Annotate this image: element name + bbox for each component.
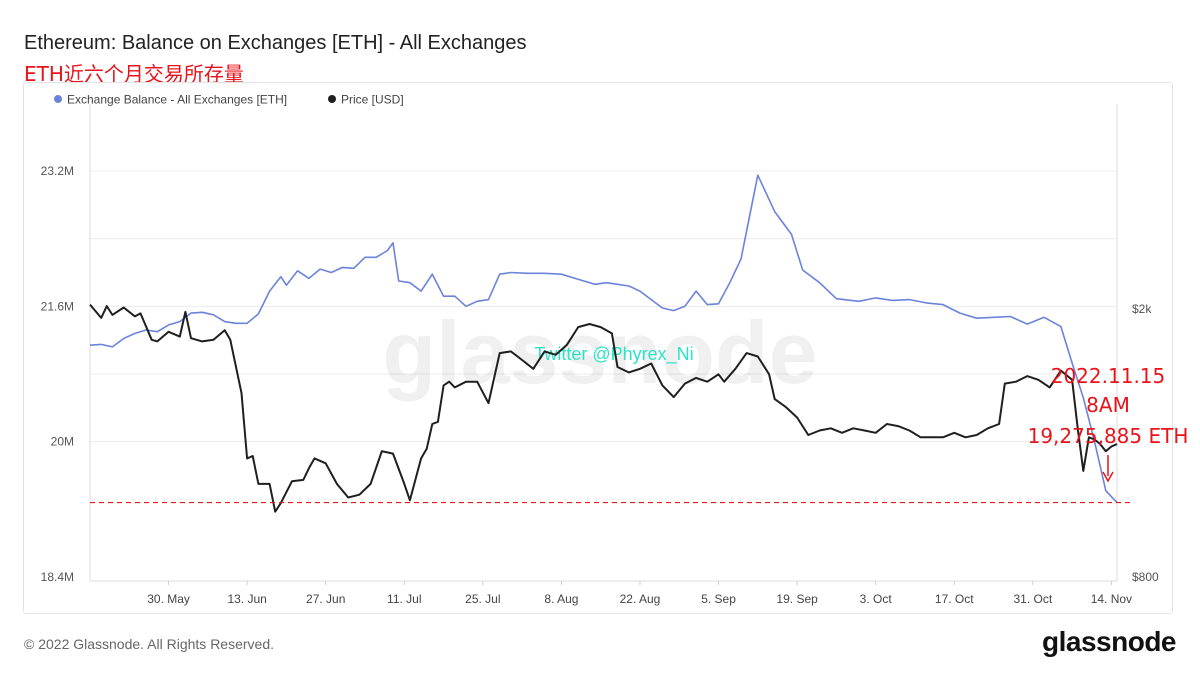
chart-title: Ethereum: Balance on Exchanges [ETH] - A… xyxy=(24,32,527,54)
x-tick-label: 3. Oct xyxy=(860,592,893,606)
series-line-price[interactable] xyxy=(89,303,1118,513)
x-tick-label: 8. Aug xyxy=(544,592,578,606)
twitter-watermark: Twitter @Phyrex_Ni xyxy=(534,344,693,365)
x-tick-label: 30. May xyxy=(147,592,190,606)
legend: Exchange Balance - All Exchanges [ETH] P… xyxy=(54,93,404,107)
x-tick-label: 31. Oct xyxy=(1013,592,1052,606)
grid xyxy=(89,104,1118,582)
x-tick-label: 5. Sep xyxy=(701,592,736,606)
watermark-logo: glassnode xyxy=(382,303,817,402)
x-tick-label: 14. Nov xyxy=(1091,592,1132,606)
x-tick-label: 19. Sep xyxy=(776,592,818,606)
x-tick-label: 13. Jun xyxy=(227,592,266,606)
y-left-tick-label: 23.2M xyxy=(41,164,74,178)
series-layer xyxy=(89,174,1118,513)
x-tick-label: 11. Jul xyxy=(387,592,421,606)
glassnode-logo[interactable]: glassnode xyxy=(1042,626,1176,657)
y-right-tick-label: $2k xyxy=(1132,302,1152,316)
annotation-date: 2022.11.15 xyxy=(1051,364,1166,388)
y-left-tick-label: 18.4M xyxy=(41,570,74,584)
y-right-tick-label: $800 xyxy=(1132,570,1159,584)
y-axis-left: 23.2M 21.6M 20M 18.4M xyxy=(41,164,74,584)
legend-balance-marker xyxy=(54,95,62,103)
series-line-exchange-balance[interactable] xyxy=(89,174,1118,504)
annotation: 2022.11.15 8AM 19,275,885 ETH xyxy=(1028,364,1189,483)
annotation-arrow-icon xyxy=(1102,471,1114,483)
y-left-tick-label: 20M xyxy=(51,435,74,449)
x-tick-label: 27. Jun xyxy=(306,592,345,606)
legend-price-label[interactable]: Price [USD] xyxy=(341,93,404,107)
annotation-time: 8AM xyxy=(1086,393,1130,417)
x-tick-label: 22. Aug xyxy=(620,592,661,606)
copyright-text: © 2022 Glassnode. All Rights Reserved. xyxy=(24,636,275,652)
annotation-amount: 19,275,885 ETH xyxy=(1028,424,1189,448)
legend-price-marker xyxy=(328,95,336,103)
x-tick-label: 17. Oct xyxy=(935,592,974,606)
x-axis: 30. May 13. Jun 27. Jun 11. Jul 25. Jul 8. Au… xyxy=(147,581,1132,606)
y-axis-right: $2k $800 xyxy=(1132,302,1159,584)
legend-balance-label[interactable]: Exchange Balance - All Exchanges [ETH] xyxy=(67,93,287,107)
x-tick-label: 25. Jul xyxy=(465,592,500,606)
y-left-tick-label: 21.6M xyxy=(41,299,74,313)
